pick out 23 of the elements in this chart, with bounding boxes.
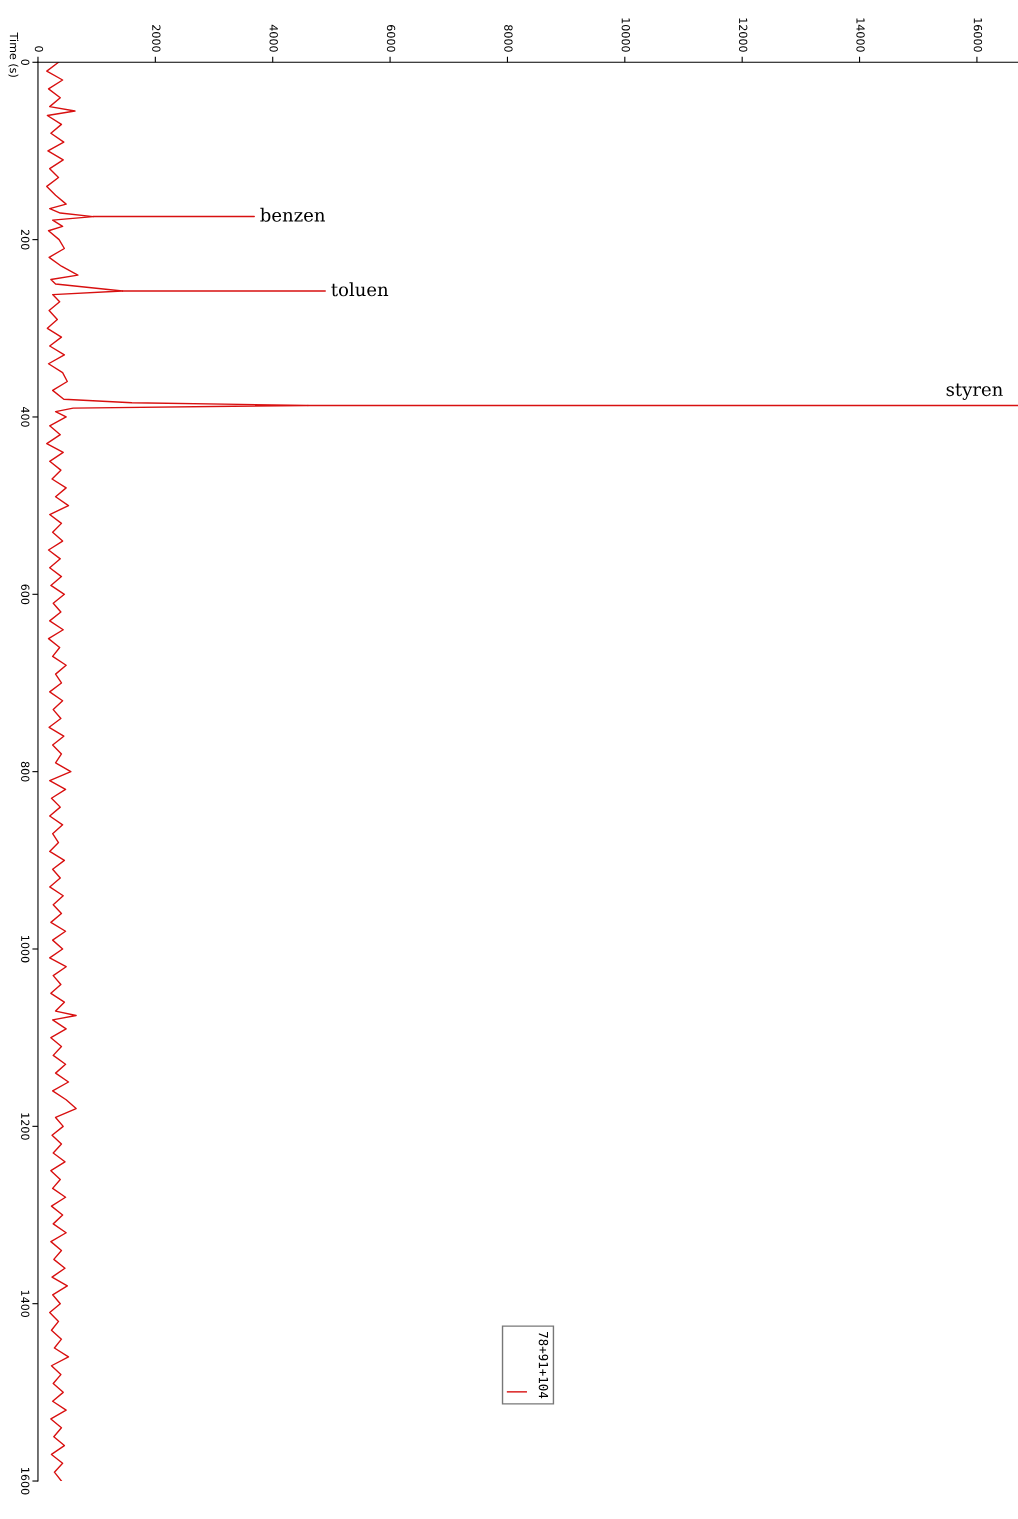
x-tick-label: 6000	[386, 25, 396, 52]
y-axis-title: Time (s)	[8, 32, 19, 77]
x-tick-label: 2000	[152, 25, 161, 52]
annotation: benzen	[260, 207, 325, 222]
y-tick-label: 600	[21, 584, 30, 605]
x-tick-label: 14000	[856, 18, 865, 52]
y-tick-label: 400	[21, 406, 30, 427]
y-tick-label: 1400	[21, 1290, 30, 1318]
x-tick-label: 16000	[973, 18, 983, 52]
annotation: toluen	[331, 282, 389, 297]
x-tick-label: 8000	[504, 25, 513, 52]
x-tick-label: 10000	[621, 18, 630, 52]
y-tick-label: 800	[21, 761, 30, 782]
y-tick-label: 1000	[21, 936, 30, 963]
y-tick-label: 1600	[21, 1468, 30, 1495]
y-tick-label: 0	[21, 59, 30, 66]
y-tick-label: 200	[21, 229, 30, 250]
y-tick-label: 1200	[21, 1113, 30, 1140]
x-tick-label: 12000	[738, 18, 748, 52]
x-tick-label: 0	[34, 46, 44, 52]
annotation: styren	[946, 383, 1003, 400]
text: 78+91+104	[538, 1331, 549, 1399]
x-tick-label: 4000	[269, 24, 278, 52]
